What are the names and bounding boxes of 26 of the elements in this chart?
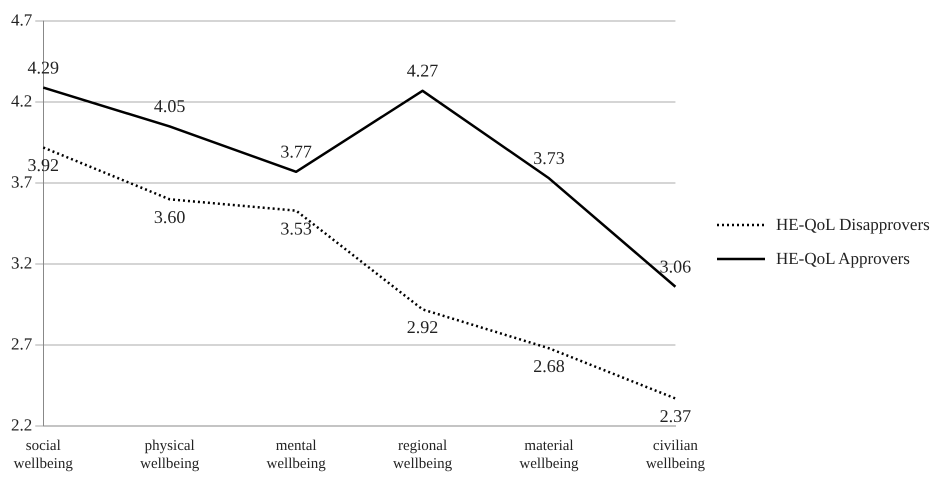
y-tick-label: 4.7 — [11, 10, 33, 30]
data-label: 3.73 — [533, 148, 565, 168]
y-tick-label: 2.2 — [11, 415, 32, 434]
data-label: 2.92 — [406, 317, 438, 338]
data-label: 2.68 — [533, 356, 565, 376]
data-label: 3.92 — [28, 155, 59, 176]
x-tick-label: mental wellbeing — [266, 438, 326, 472]
y-tick-label: 4.2 — [11, 92, 32, 111]
data-label: 2.37 — [660, 406, 692, 426]
y-tick-label: 3.2 — [11, 254, 32, 273]
y-tick-label: 3.7 — [11, 172, 33, 192]
data-label: 3.60 — [154, 207, 186, 228]
x-tick-label: regional wellbeing — [392, 438, 453, 472]
data-label: 4.27 — [406, 60, 438, 81]
x-tick-label: physical wellbeing — [140, 438, 200, 472]
data-label: 3.53 — [280, 218, 312, 238]
x-tick-label: social wellbeing — [14, 438, 74, 472]
data-label: 3.77 — [280, 142, 312, 162]
data-label: 4.05 — [154, 96, 186, 116]
data-label: 3.06 — [660, 256, 692, 276]
y-tick-label: 2.7 — [11, 334, 33, 354]
x-tick-label: material wellbeing — [519, 438, 580, 472]
legend-label: HE-QoL Approvers — [776, 249, 910, 269]
data-label: 4.29 — [28, 57, 59, 78]
x-tick-label: civilian wellbeing — [646, 438, 706, 472]
legend-label: HE-QoL Disapprovers — [776, 215, 930, 235]
